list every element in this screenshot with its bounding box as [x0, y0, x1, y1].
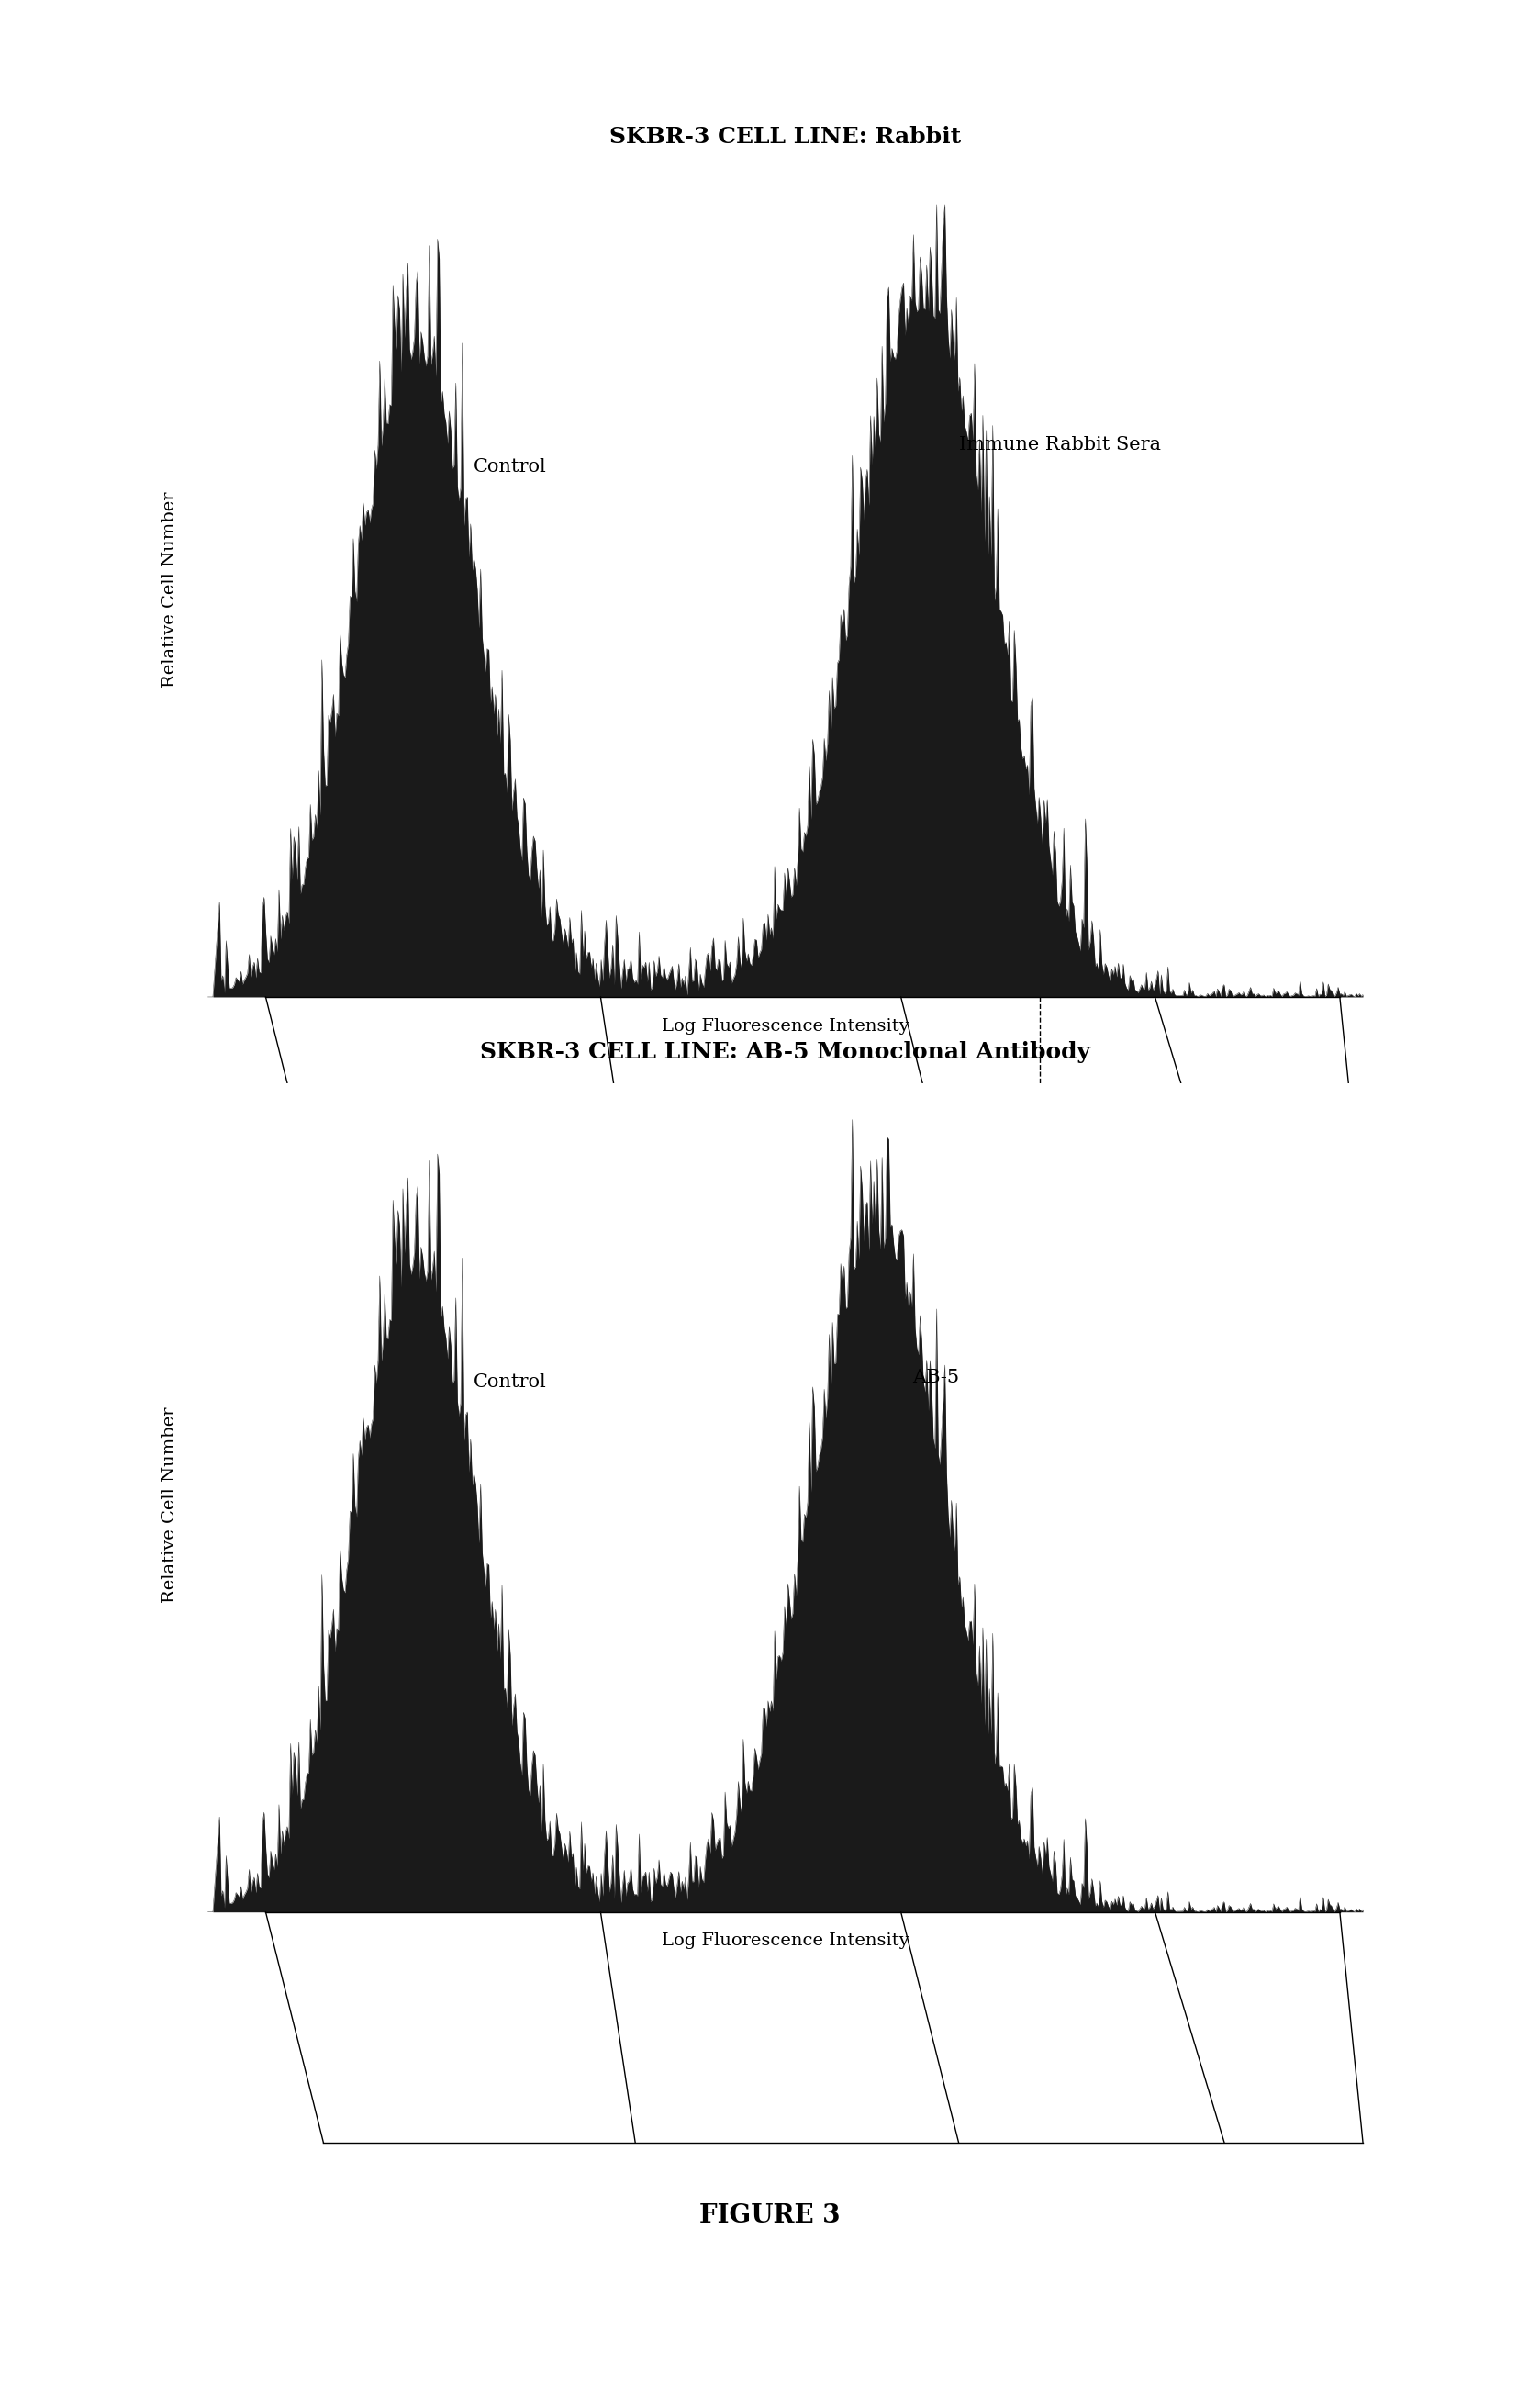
X-axis label: Log Fluorescence Intensity: Log Fluorescence Intensity [662, 1934, 909, 1950]
Title: SKBR-3 CELL LINE: Rabbit: SKBR-3 CELL LINE: Rabbit [610, 125, 961, 147]
Text: Control: Control [473, 1373, 547, 1392]
Y-axis label: Relative Cell Number: Relative Cell Number [162, 491, 179, 689]
X-axis label: Log Fluorescence Intensity: Log Fluorescence Intensity [662, 1019, 909, 1035]
Text: Control: Control [473, 458, 547, 477]
Y-axis label: Relative Cell Number: Relative Cell Number [162, 1406, 179, 1604]
Text: Immune Rabbit Sera: Immune Rabbit Sera [958, 436, 1161, 453]
Text: FIGURE 3: FIGURE 3 [699, 2203, 841, 2227]
Title: SKBR-3 CELL LINE: AB-5 Monoclonal Antibody: SKBR-3 CELL LINE: AB-5 Monoclonal Antibo… [480, 1040, 1090, 1062]
Text: AB-5: AB-5 [912, 1368, 959, 1387]
